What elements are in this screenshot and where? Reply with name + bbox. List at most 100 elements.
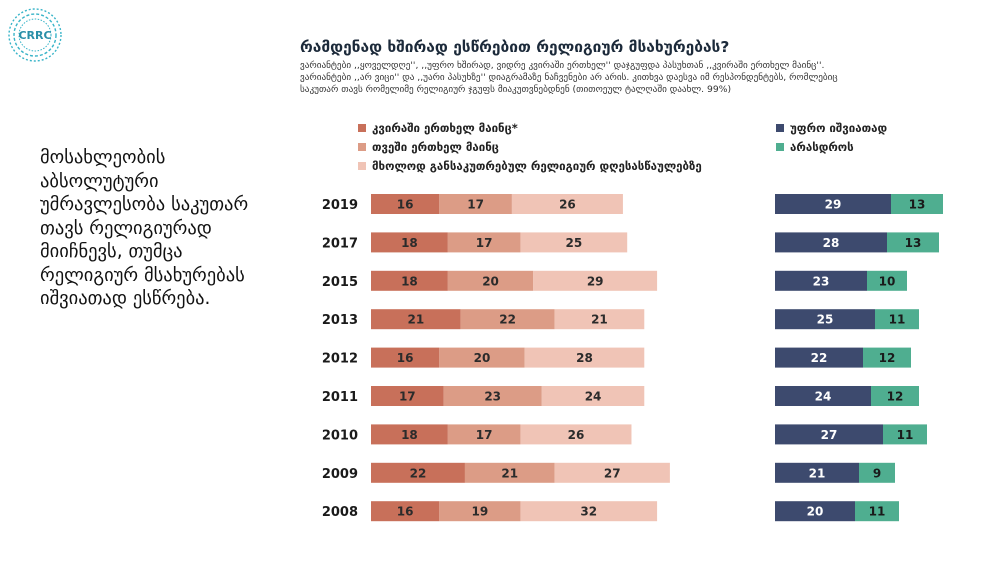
bar-2012-weekly [371,347,440,368]
bar-2010-weekly [371,424,448,445]
bar-2015-monthly [447,270,534,291]
value-label-2008-monthly: 19 [472,505,489,519]
value-label-2008-rarely: 20 [807,505,824,519]
bar-2010-monthly [447,424,521,445]
year-label-2009: 2009 [322,467,358,482]
bar-2010-rarely [775,424,883,445]
year-label-2019: 2019 [322,198,358,213]
value-label-2011-monthly: 23 [484,390,501,404]
value-label-2008-special: 32 [580,505,597,519]
value-label-2010-special: 26 [568,428,585,442]
bar-2017-weekly [371,232,448,253]
bar-2013-never [875,309,919,330]
value-label-2013-rarely: 25 [817,313,834,327]
value-label-2017-weekly: 18 [401,236,418,250]
value-label-2011-rarely: 24 [815,390,832,404]
bar-2008-monthly [439,501,521,522]
value-label-2015-rarely: 23 [813,274,830,288]
legend-swatch-rarely [776,123,784,132]
legend-swatch-special [358,161,366,170]
bar-2009-weekly [371,462,465,483]
value-label-2017-never: 13 [905,236,922,250]
bar-2015-never [867,270,907,291]
value-label-2010-weekly: 18 [401,428,418,442]
bar-2013-monthly [460,309,555,330]
bar-2011-weekly [371,386,444,406]
bar-2008-special [520,501,658,522]
value-label-2012-rarely: 22 [811,351,828,365]
legend-label-never: არასდროს [790,139,854,154]
side-note: მოსახლეობის აბსოლუტური უმრავლესობა საკუთ… [40,147,249,309]
value-label-2011-weekly: 17 [399,390,416,404]
value-label-2012-monthly: 20 [474,351,491,365]
value-label-2010-rarely: 27 [821,428,838,442]
value-label-2015-never: 10 [879,274,896,288]
chart-subtitle: ვარიანტები ,,ყოველდღე'', ,,უფრო ხშირად, … [300,60,838,95]
bar-2009-monthly [464,462,555,483]
value-label-2015-special: 29 [587,274,604,288]
bar-2011-special [541,386,645,406]
year-label-2013: 2013 [322,313,358,328]
bar-2019-never [891,194,943,214]
value-label-2015-monthly: 20 [482,274,499,288]
value-label-2009-monthly: 21 [501,466,518,480]
year-label-2012: 2012 [322,352,358,367]
legend-label-rarely: უფრო იშვიათად [790,120,888,135]
value-label-2015-weekly: 18 [401,274,418,288]
legend-item-rarely: უფრო იშვიათად [776,118,887,137]
bar-2011-never [871,386,919,406]
year-label-2008: 2008 [322,505,358,520]
bar-2015-weekly [371,270,448,291]
bar-2008-rarely [775,501,855,522]
value-label-2009-weekly: 22 [410,466,427,480]
bar-2013-special [554,309,645,330]
value-label-2019-monthly: 17 [467,198,484,212]
bar-2011-rarely [775,386,871,406]
legend-item-never: არასდროს [776,137,887,156]
bar-2013-weekly [371,309,461,330]
legend-swatch-never [776,142,784,151]
value-label-2010-monthly: 17 [476,428,493,442]
bar-2017-monthly [447,232,521,253]
value-label-2013-weekly: 21 [407,313,424,327]
bar-2019-rarely [775,194,891,214]
value-label-2012-special: 28 [576,351,593,365]
bar-2013-rarely [775,309,875,330]
legend-label-special: მხოლოდ განსაკუთრებულ რელიგიურ დღესასწაულ… [372,158,702,173]
value-label-2019-weekly: 16 [397,198,414,212]
legend-label-weekly: კვირაში ერთხელ მაინც* [372,120,518,135]
legend-item-monthly: თვეში ერთხელ მაინც [358,137,702,156]
bar-2008-never [855,501,899,522]
legend-swatch-weekly [358,123,366,132]
year-label-2015: 2015 [322,275,358,290]
value-label-2011-special: 24 [585,390,602,404]
bar-2015-rarely [775,270,867,291]
value-label-2019-special: 26 [559,198,576,212]
value-label-2013-never: 11 [889,313,906,327]
legend-swatch-monthly [358,142,366,151]
legend-right: უფრო იშვიათად არასდროს [776,118,887,156]
legend-item-special: მხოლოდ განსაკუთრებულ რელიგიურ დღესასწაულ… [358,156,702,175]
value-label-2012-never: 12 [879,351,896,365]
value-label-2008-never: 11 [869,505,886,519]
value-label-2009-rarely: 21 [809,466,826,480]
bar-2009-special [554,462,670,483]
legend-item-weekly: კვირაში ერთხელ მაინც* [358,118,702,137]
bar-2019-weekly [371,194,440,214]
bar-2010-never [883,424,927,445]
chart-title: რამდენად ხშირად ესწრებით რელიგიურ მსახურ… [300,38,730,56]
year-label-2010: 2010 [322,428,358,443]
bar-2017-special [520,232,628,253]
bar-2009-never [859,462,895,483]
year-label-2017: 2017 [322,236,358,251]
bar-2009-rarely [775,462,859,483]
value-label-2017-rarely: 28 [823,236,840,250]
logo-text: CRRC [18,29,51,42]
bar-2015-special [533,270,658,291]
bar-2012-never [863,347,911,368]
value-label-2019-rarely: 29 [825,198,842,212]
bar-2010-special [520,424,632,445]
bar-2017-never [887,232,939,253]
value-label-2009-never: 9 [873,466,881,480]
